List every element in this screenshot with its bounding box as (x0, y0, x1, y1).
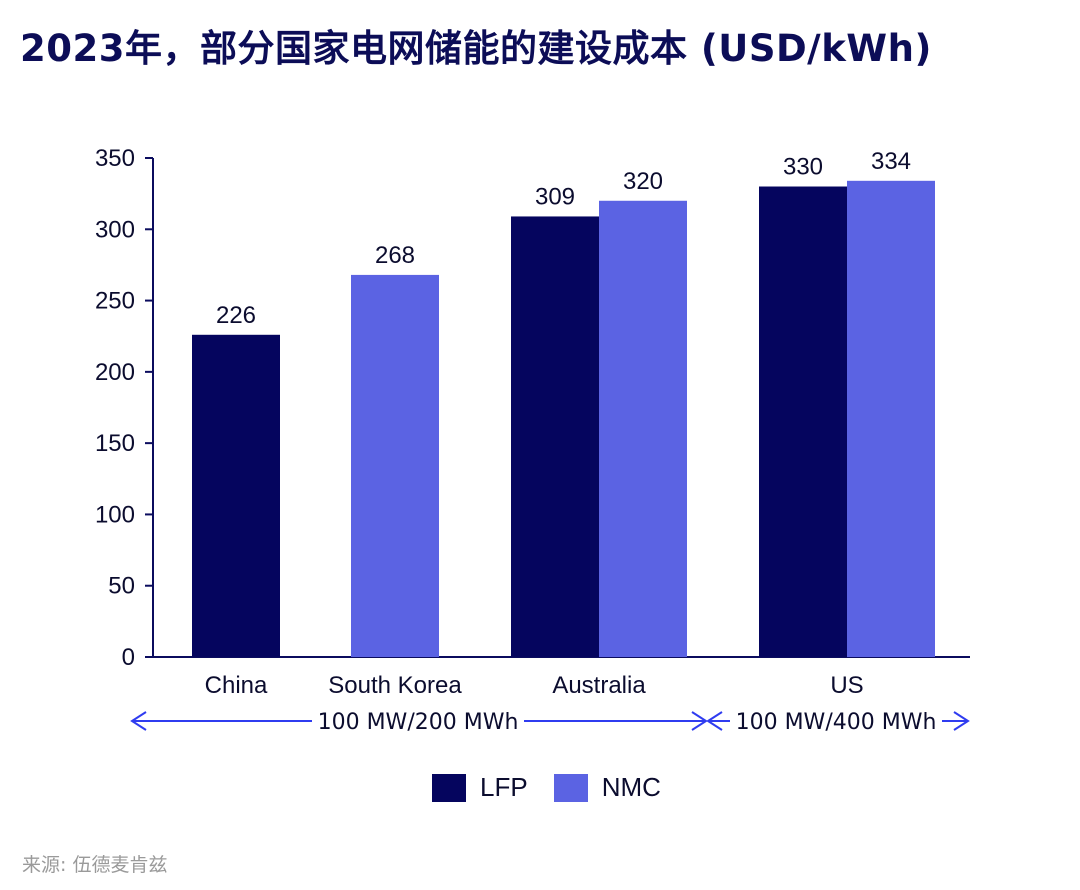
range-arrow-left-2 (706, 711, 723, 731)
data-label-us-nmc: 334 (871, 148, 911, 175)
data-label-australia-lfp: 309 (535, 183, 575, 210)
legend-item-nmc: NMC (553, 772, 661, 803)
bar-south-korea-nmc (351, 274, 439, 657)
data-label-china-lfp: 226 (216, 302, 256, 329)
bar-chart: 0 50 100 150 200 250 300 350 226 China 268 South Ko… (95, 145, 970, 735)
range-arrow-right-1 (691, 711, 708, 731)
legend: LFP NMC (432, 772, 687, 803)
range-arrow-right-2 (953, 711, 970, 731)
legend-label-nmc: NMC (601, 772, 661, 802)
category-label-china: China (205, 672, 268, 699)
y-tick-label-50: 50 (108, 573, 135, 600)
legend-swatch-nmc (553, 773, 588, 802)
bar-australia-nmc (599, 200, 687, 657)
data-label-south-korea-nmc: 268 (375, 242, 415, 269)
y-tick-label-0: 0 (122, 644, 135, 671)
y-tick-label-200: 200 (95, 359, 135, 386)
category-label-south-korea: South Korea (328, 672, 462, 699)
bar-china-lfp (192, 334, 280, 657)
bar-australia-lfp (511, 216, 599, 657)
category-label-australia: Australia (552, 672, 646, 699)
data-label-us-lfp: 330 (783, 154, 823, 181)
y-tick-label-250: 250 (95, 288, 135, 315)
y-tick-label-350: 350 (95, 145, 135, 172)
source-note: 来源: 伍德麦肯兹 (22, 854, 168, 876)
bar-us-lfp (759, 186, 847, 657)
data-label-australia-nmc: 320 (623, 168, 663, 195)
legend-swatch-lfp (432, 773, 466, 802)
chart-title: 2023年，部分国家电网储能的建设成本 (USD/kWh) (20, 27, 932, 70)
legend-item-lfp: LFP (432, 772, 528, 803)
bar-us-nmc (847, 180, 935, 657)
range-label-1: 100 MW/200 MWh (318, 710, 519, 735)
legend-label-lfp: LFP (480, 772, 528, 802)
y-tick-label-100: 100 (95, 501, 135, 528)
category-label-us: US (830, 672, 863, 699)
range-label-2: 100 MW/400 MWh (736, 710, 937, 735)
y-tick-label-150: 150 (95, 430, 135, 457)
range-arrow-left-1 (130, 711, 147, 731)
y-tick-label-300: 300 (95, 216, 135, 243)
